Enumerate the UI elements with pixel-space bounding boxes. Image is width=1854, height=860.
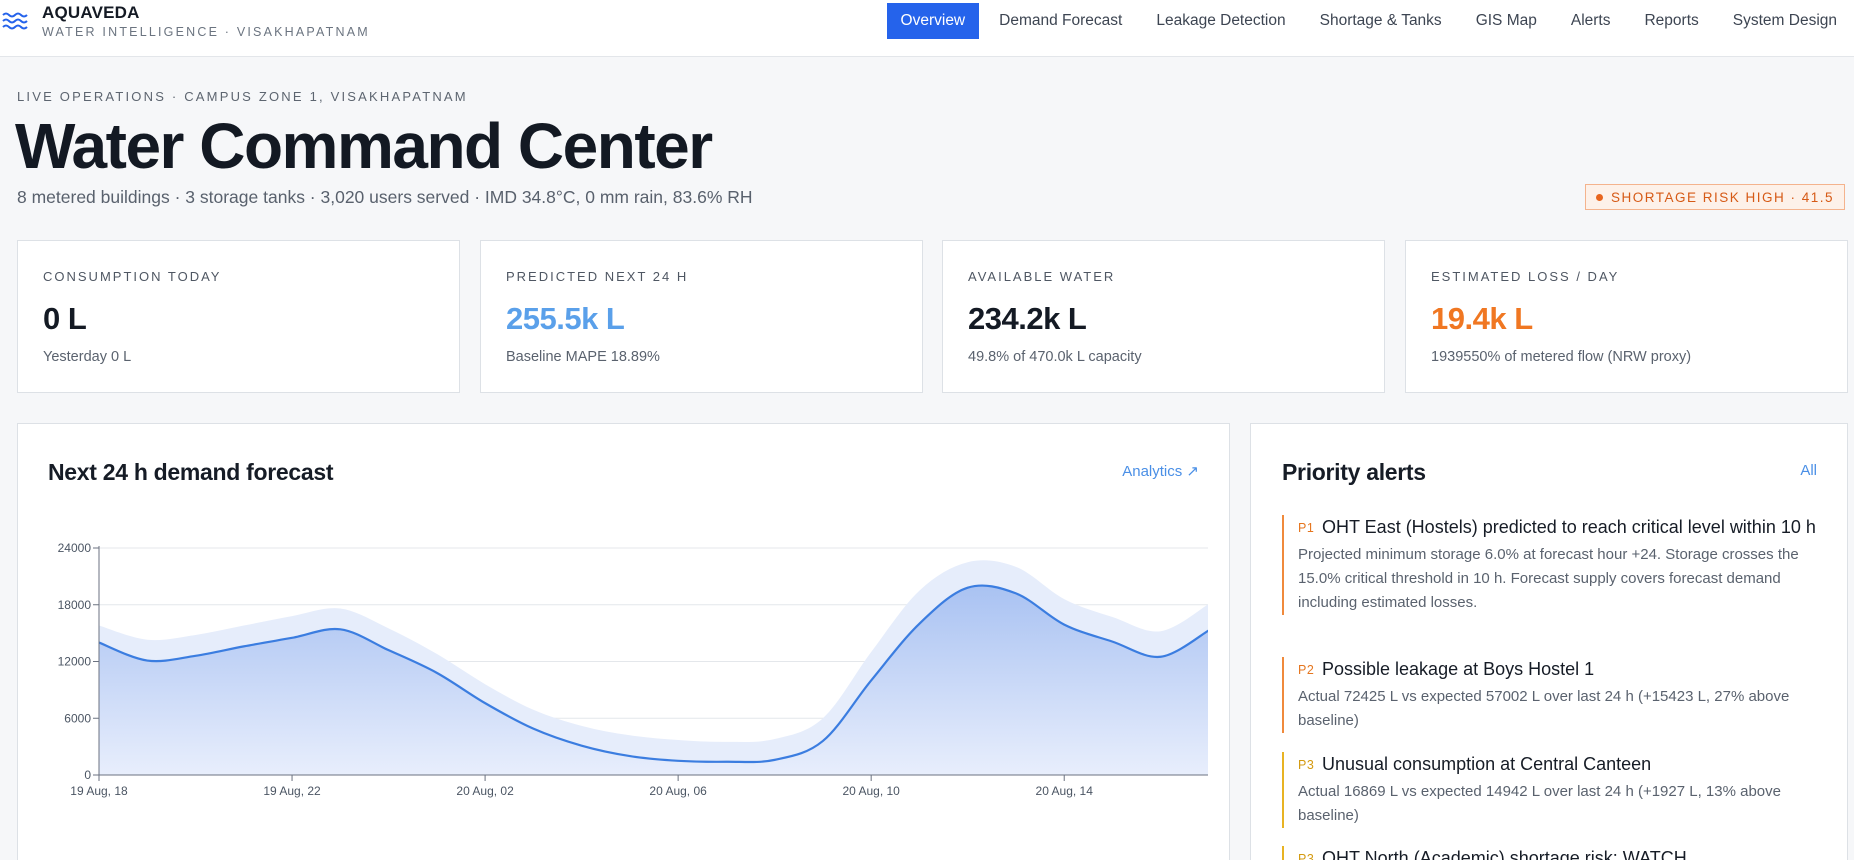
x-tick-label: 20 Aug, 02 (456, 784, 514, 798)
brand-title: AQUAVEDA (42, 3, 140, 22)
alert-priority: P3 (1298, 758, 1315, 772)
forecast-area (99, 585, 1208, 775)
alert-severity-bar (1282, 752, 1284, 828)
kpi-note: Yesterday 0 L (43, 349, 132, 365)
y-tick-label: 18000 (58, 598, 92, 612)
nav-reports[interactable]: Reports (1644, 12, 1699, 29)
nav-demand-forecast[interactable]: Demand Forecast (999, 12, 1123, 29)
kpi-value: 234.2k L (968, 301, 1087, 336)
kpi-card-loss: ESTIMATED LOSS / DAY 19.4k L 1939550% of… (1405, 240, 1848, 393)
alert-item[interactable]: P1 OHT East (Hostels) predicted to reach… (1282, 515, 1822, 615)
alert-title: OHT North (Academic) shortage risk: WATC… (1322, 848, 1687, 860)
kpi-note: Baseline MAPE 18.89% (506, 349, 660, 365)
brand-subtitle: WATER INTELLIGENCE · VISAKHAPATNAM (42, 25, 370, 39)
nav-gis-map[interactable]: GIS Map (1475, 12, 1537, 29)
alert-description: Actual 72425 L vs expected 57002 L over … (1298, 688, 1790, 729)
nav-system-design[interactable]: System Design (1732, 12, 1837, 29)
nav-overview[interactable]: Overview (886, 3, 980, 39)
alert-item[interactable]: P3 Unusual consumption at Central Cantee… (1282, 752, 1822, 828)
forecast-line (98, 584, 1208, 764)
analytics-link[interactable]: Analytics ↗ (1122, 463, 1199, 480)
kpi-value: 255.5k L (506, 301, 625, 336)
alert-severity-bar (1282, 846, 1284, 860)
kpi-card-predicted: PREDICTED NEXT 24 H 255.5k L Baseline MA… (480, 240, 923, 393)
kpi-label: ESTIMATED LOSS / DAY (1431, 269, 1620, 284)
alert-severity-bar (1282, 657, 1284, 733)
alert-item[interactable]: P2 Possible leakage at Boys Hostel 1 Act… (1282, 657, 1822, 733)
alert-description: Projected minimum storage 6.0% at foreca… (1298, 546, 1799, 611)
y-tick-label: 0 (84, 768, 91, 782)
waves-icon (2, 10, 28, 32)
main-nav: Overview Demand Forecast Leakage Detecti… (886, 3, 1854, 39)
y-tick-label: 12000 (58, 655, 92, 669)
x-tick-label: 20 Aug, 14 (1036, 784, 1094, 798)
x-tick-label: 19 Aug, 22 (263, 784, 321, 798)
x-tick-label: 19 Aug, 18 (70, 784, 128, 798)
alert-priority: P2 (1298, 663, 1315, 677)
alert-priority: P1 (1298, 521, 1315, 535)
alerts-panel: Priority alerts All P1 OHT East (Hostels… (1250, 423, 1848, 860)
nav-shortage-tanks[interactable]: Shortage & Tanks (1319, 12, 1442, 29)
shortage-risk-badge: SHORTAGE RISK HIGH · 41.5 (1584, 184, 1845, 210)
kpi-note: 1939550% of metered flow (NRW proxy) (1431, 349, 1692, 365)
kpi-label: AVAILABLE WATER (968, 269, 1116, 284)
alert-title: Unusual consumption at Central Canteen (1322, 754, 1652, 774)
alert-title: OHT East (Hostels) predicted to reach cr… (1322, 517, 1816, 537)
kpi-label: CONSUMPTION TODAY (43, 269, 222, 284)
forecast-panel: Next 24 h demand forecast Analytics ↗ 0 6… (17, 423, 1230, 860)
kpi-label: PREDICTED NEXT 24 H (506, 269, 689, 284)
alerts-panel-title: Priority alerts (1282, 459, 1426, 485)
nav-alerts[interactable]: Alerts (1570, 12, 1611, 29)
forecast-panel-title: Next 24 h demand forecast (48, 459, 334, 485)
alert-severity-bar (1282, 515, 1284, 615)
alert-description: Actual 16869 L vs expected 14942 L over … (1298, 783, 1781, 824)
x-tick-label: 20 Aug, 10 (842, 784, 900, 798)
x-tick-label: 20 Aug, 06 (649, 784, 707, 798)
y-tick-label: 24000 (58, 541, 92, 555)
risk-badge-label: SHORTAGE RISK HIGH · 41.5 (1610, 189, 1834, 205)
page-eyebrow: LIVE OPERATIONS · CAMPUS ZONE 1, VISAKHA… (17, 89, 468, 104)
kpi-value: 0 L (43, 301, 87, 336)
status-dot-icon (1595, 193, 1603, 201)
alert-priority: P3 (1298, 852, 1315, 860)
top-bar: AQUAVEDA WATER INTELLIGENCE · VISAKHAPAT… (0, 0, 1854, 57)
y-tick-label: 6000 (64, 711, 91, 725)
kpi-value: 19.4k L (1431, 301, 1533, 336)
kpi-card-consumption: CONSUMPTION TODAY 0 L Yesterday 0 L (17, 240, 460, 393)
all-alerts-link[interactable]: All (1800, 462, 1817, 479)
page-title: Water Command Center (15, 110, 713, 182)
forecast-chart: 0 6000 12000 18000 24000 19 Aug, 18 19 Aug, 22… (58, 541, 1208, 798)
kpi-note: 49.8% of 470.0k L capacity (968, 349, 1142, 365)
kpi-card-available: AVAILABLE WATER 234.2k L 49.8% of 470.0k… (942, 240, 1385, 393)
nav-leakage-detection[interactable]: Leakage Detection (1156, 12, 1286, 29)
alert-item[interactable]: P3 OHT North (Academic) shortage risk: W… (1282, 846, 1822, 860)
alert-title: Possible leakage at Boys Hostel 1 (1322, 659, 1595, 679)
page-subtitle: 8 metered buildings · 3 storage tanks · … (17, 187, 753, 207)
